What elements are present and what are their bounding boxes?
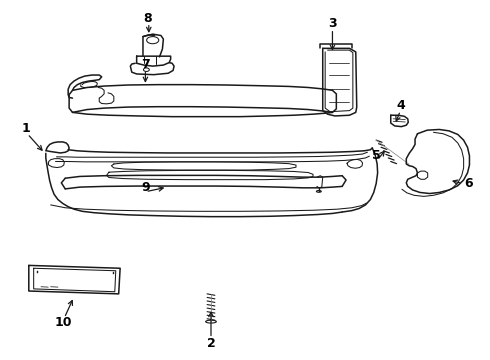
Text: 6: 6 bbox=[464, 177, 473, 190]
Text: 8: 8 bbox=[144, 12, 152, 24]
Text: 3: 3 bbox=[328, 17, 337, 30]
Text: 4: 4 bbox=[396, 99, 405, 112]
Text: 9: 9 bbox=[141, 181, 150, 194]
Text: 7: 7 bbox=[141, 58, 150, 71]
Text: 1: 1 bbox=[22, 122, 31, 135]
Text: 2: 2 bbox=[207, 337, 216, 350]
Text: 5: 5 bbox=[372, 149, 381, 162]
Text: 10: 10 bbox=[54, 316, 72, 329]
